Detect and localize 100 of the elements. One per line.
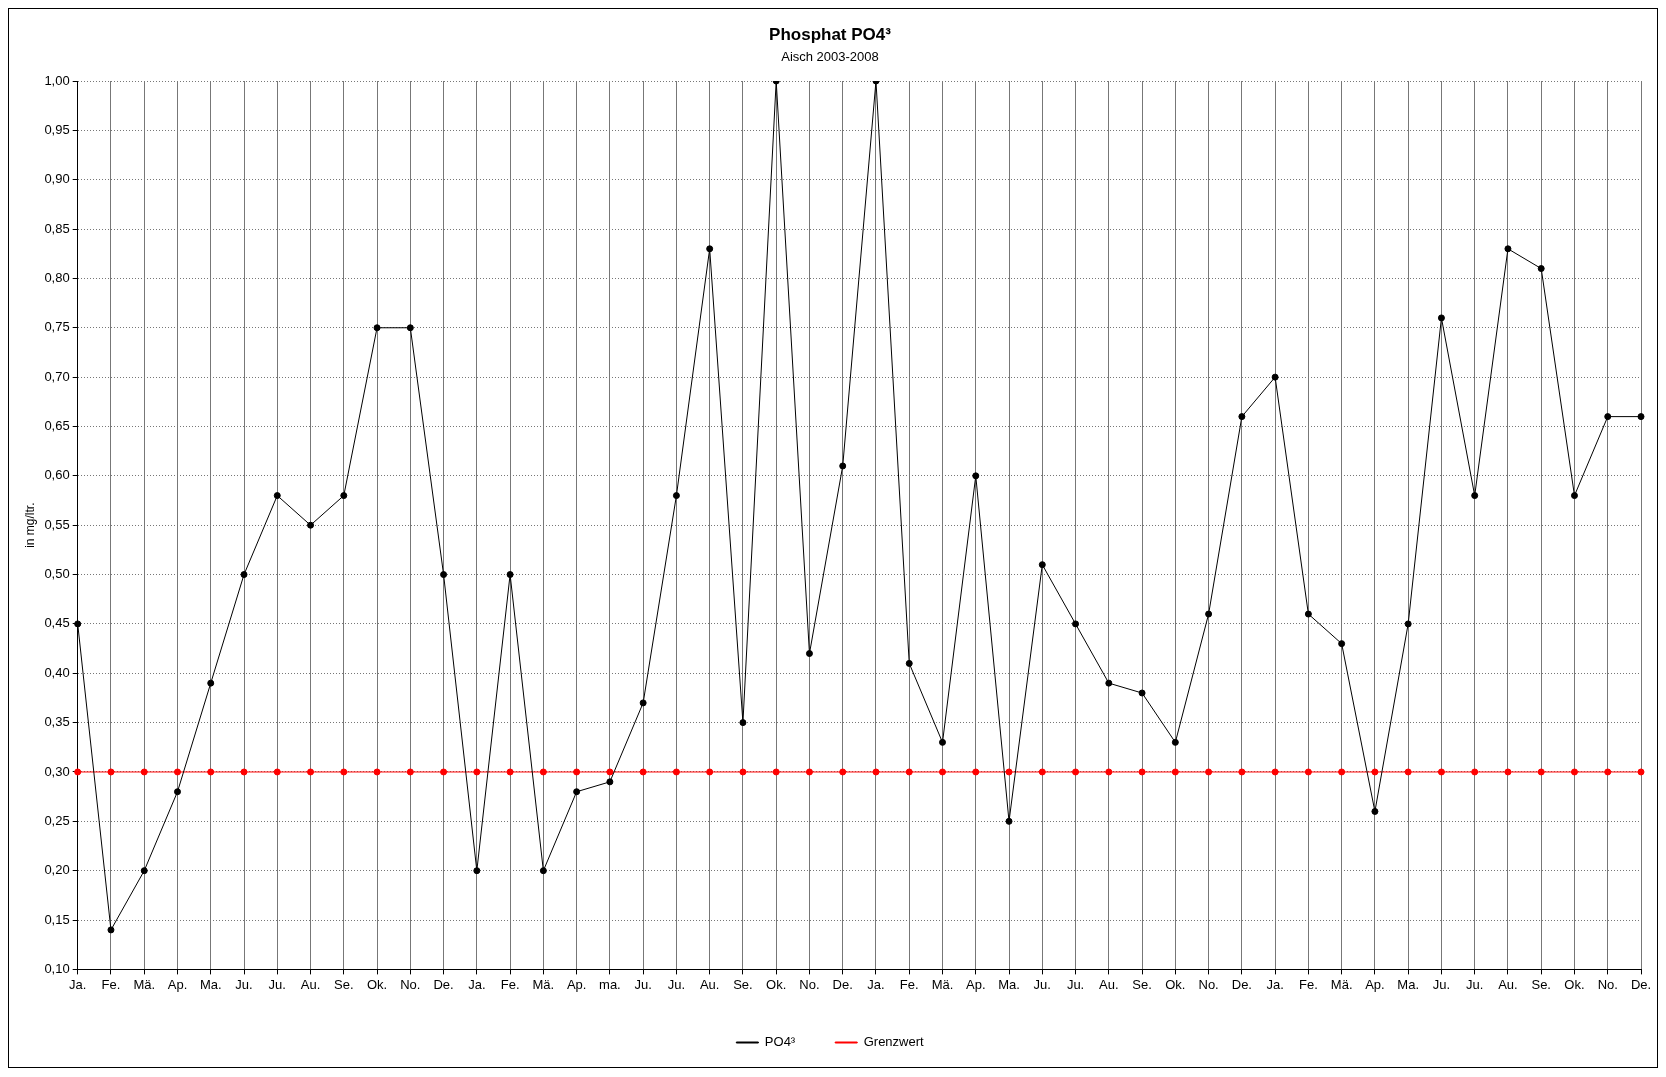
point [772, 768, 780, 776]
point [240, 768, 248, 776]
point [1005, 817, 1013, 825]
point [539, 867, 547, 875]
point [1504, 245, 1512, 253]
y-tick-label: 0,40 [44, 664, 70, 680]
point [1604, 768, 1612, 776]
x-tick-label: Ok. [1564, 976, 1585, 992]
x-tick-label: Ja. [69, 976, 87, 992]
y-tick-label: 0,55 [44, 516, 70, 532]
y-tick-label: 0,95 [44, 121, 70, 137]
y-tick-label: 0,70 [44, 368, 70, 384]
x-tick-label: Ma. [199, 976, 222, 992]
point [473, 768, 481, 776]
point [406, 324, 414, 332]
point [1371, 807, 1379, 815]
point [1570, 492, 1578, 500]
y-tick-label: 0,30 [44, 763, 70, 779]
x-tick-label: Ju. [1466, 976, 1484, 992]
point [739, 719, 747, 727]
point [506, 768, 514, 776]
x-tick-label: Se. [334, 976, 354, 992]
x-tick-label: Mä. [532, 976, 555, 992]
point [440, 571, 448, 579]
point [1304, 768, 1312, 776]
x-tick-label: De. [1630, 976, 1652, 992]
y-tick-label: 0,80 [44, 270, 70, 285]
x-tick-label: Fe. [101, 976, 121, 992]
point [1537, 768, 1545, 776]
point [340, 768, 348, 776]
point [639, 768, 647, 776]
x-tick-label: Fe. [500, 976, 520, 992]
x-tick-label: Ju. [634, 976, 652, 992]
y-tick-label: 0,45 [44, 615, 70, 631]
point [706, 245, 714, 253]
x-tick-label: Ja. [867, 976, 885, 992]
x-tick-label: Ju. [1033, 976, 1051, 992]
point [406, 768, 414, 776]
point [1238, 768, 1246, 776]
point [839, 462, 847, 470]
point [140, 867, 148, 875]
point [1338, 640, 1346, 648]
point [1371, 768, 1379, 776]
point [539, 768, 547, 776]
x-tick-label: No. [1597, 976, 1618, 992]
y-tick-label: 0,85 [44, 220, 70, 236]
y-tick-label: 0,75 [44, 319, 70, 335]
x-tick-label: Ap. [1365, 976, 1385, 992]
point [706, 768, 714, 776]
point [639, 699, 647, 707]
point [905, 659, 913, 667]
point [1338, 768, 1346, 776]
point [573, 768, 581, 776]
point [207, 679, 215, 687]
x-tick-label: No. [1198, 976, 1219, 992]
legend-label: PO4³ [764, 1034, 796, 1050]
x-tick-label: Au. [699, 976, 720, 992]
point [1471, 768, 1479, 776]
x-tick-label: Ap. [167, 976, 188, 992]
y-tick-label: 0,60 [44, 467, 70, 483]
point [1304, 610, 1312, 618]
point [1637, 413, 1645, 421]
point [972, 472, 980, 480]
point [1072, 768, 1080, 776]
point [340, 492, 348, 500]
x-tick-label: Se. [733, 976, 753, 992]
point [905, 768, 913, 776]
y-tick-label: 0,10 [44, 960, 70, 976]
y-tick-label: 1,00 [44, 72, 70, 88]
x-tick-label: Ok. [1165, 976, 1186, 992]
x-tick-label: Fe. [1298, 976, 1318, 992]
y-tick-label: 0,15 [44, 911, 70, 927]
point [872, 768, 880, 776]
x-tick-label: Se. [1531, 976, 1551, 992]
point [1271, 768, 1279, 776]
point [1138, 689, 1146, 697]
point [1005, 768, 1013, 776]
x-tick-label: Mä. [1330, 976, 1353, 992]
point [839, 768, 847, 776]
point [805, 650, 813, 658]
point [1537, 265, 1545, 273]
point [672, 492, 680, 500]
point [1437, 314, 1445, 322]
point [939, 738, 947, 746]
x-tick-label: Se. [1132, 976, 1152, 992]
x-tick-label: Ma. [1397, 976, 1419, 992]
point [1171, 768, 1179, 776]
x-tick-label: Ok. [366, 976, 388, 992]
x-tick-label: Ja. [468, 976, 486, 992]
point [739, 768, 747, 776]
point [1205, 610, 1213, 618]
point [440, 768, 448, 776]
point [1437, 768, 1445, 776]
point [107, 926, 115, 934]
x-tick-label: De. [1231, 976, 1252, 992]
x-tick-label: Ok. [766, 976, 787, 992]
point [1504, 768, 1512, 776]
point [140, 768, 148, 776]
legend-label: Grenzwert [863, 1034, 925, 1050]
x-tick-label: Ju. [268, 976, 286, 992]
